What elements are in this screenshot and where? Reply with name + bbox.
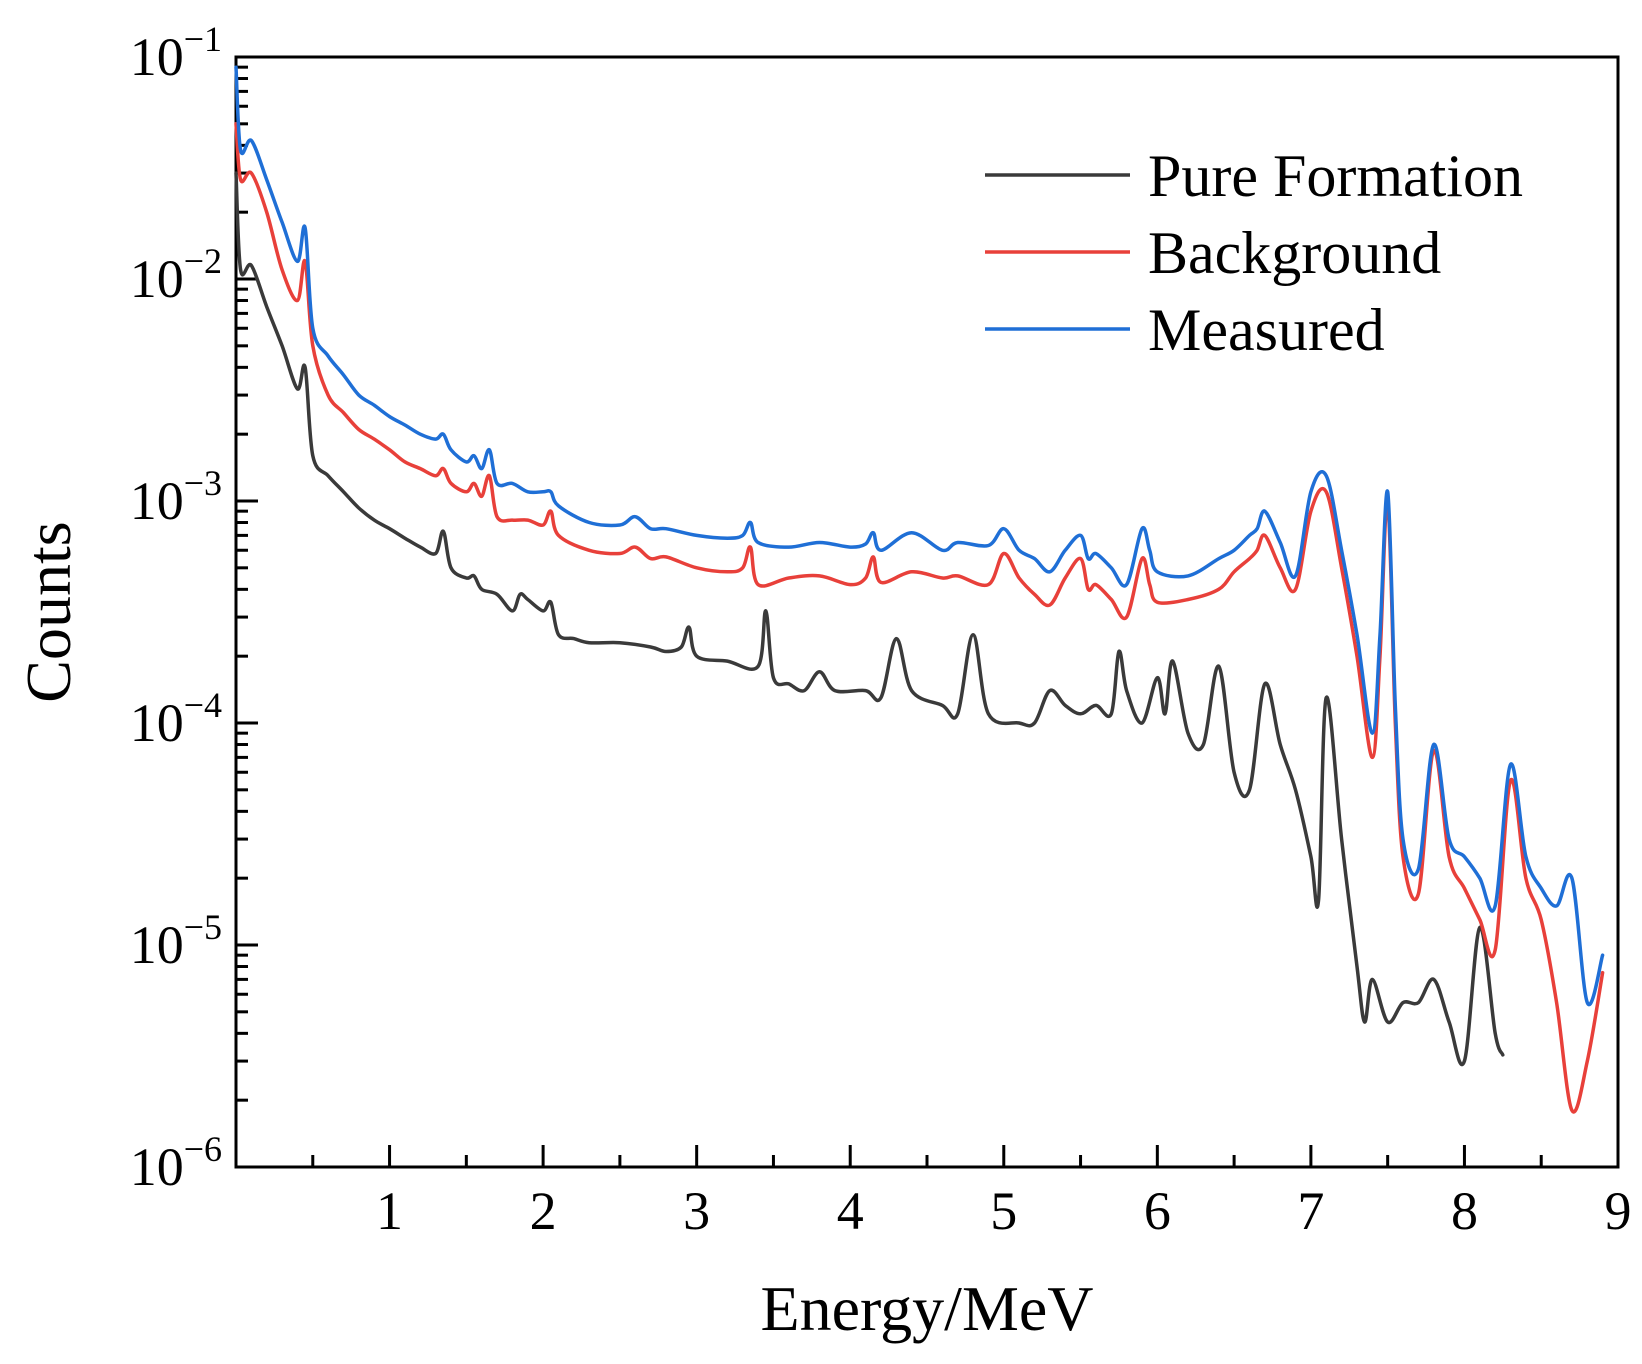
x-tick-label: 5 — [990, 1181, 1017, 1241]
y-axis-ticks: 10−1 10−2 10−3 10−4 10−5 10−6 — [130, 19, 258, 1197]
x-tick-label: 6 — [1144, 1181, 1171, 1241]
x-tick-label: 2 — [530, 1181, 557, 1241]
series-line-2 — [234, 65, 1605, 1007]
y-tick-label: 10−6 — [130, 1129, 222, 1197]
y-tick-label: 10−4 — [130, 685, 222, 753]
series-line-0 — [234, 171, 1505, 1067]
x-tick-label: 8 — [1451, 1181, 1478, 1241]
y-tick-label: 10−5 — [130, 907, 222, 975]
y-tick-label: 10−3 — [130, 463, 222, 531]
legend: Pure Formation Background Measured — [985, 143, 1523, 363]
series-line-1 — [234, 122, 1605, 1114]
legend-label: Pure Formation — [1148, 143, 1523, 209]
y-tick-label: 10−1 — [130, 19, 222, 87]
y-axis-label: Counts — [13, 521, 84, 702]
x-axis-label: Energy/MeV — [761, 1273, 1094, 1344]
x-axis-ticks: 1 2 3 4 5 6 7 8 9 — [234, 1145, 1632, 1241]
legend-label: Measured — [1148, 297, 1385, 363]
legend-label: Background — [1148, 220, 1441, 286]
x-tick-label: 9 — [1605, 1181, 1632, 1241]
y-tick-label: 10−2 — [130, 241, 222, 309]
x-tick-label: 3 — [683, 1181, 710, 1241]
x-tick-label: 4 — [837, 1181, 864, 1241]
series-lines — [234, 65, 1605, 1114]
x-tick-label: 7 — [1297, 1181, 1324, 1241]
x-tick-label: 1 — [376, 1181, 403, 1241]
